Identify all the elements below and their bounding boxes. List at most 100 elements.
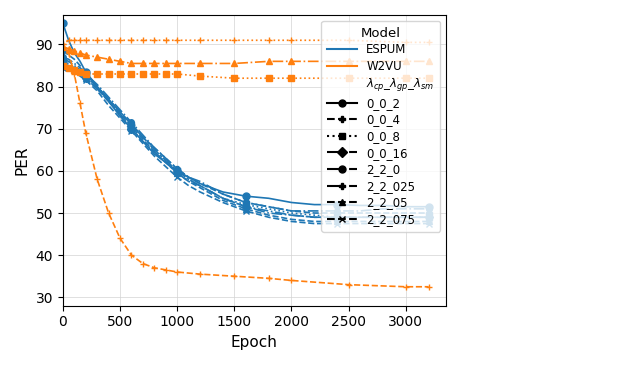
2_2_025: [425, 215, 433, 219]
w2vu_top: [265, 38, 273, 42]
2_2_0: [65, 57, 72, 61]
0_0_8: [59, 59, 67, 64]
2_2_05: [93, 87, 101, 91]
2_2_075: [356, 221, 364, 226]
2_2_025: [116, 110, 124, 114]
0_0_8: [196, 184, 204, 188]
2_2_05: [242, 207, 250, 211]
Line: 0_0_16: 0_0_16: [60, 63, 431, 220]
w2vu_low: [93, 177, 101, 181]
2_2_075: [105, 103, 113, 108]
0_0_2: [59, 21, 67, 26]
w2vu_mid1: [425, 59, 433, 64]
2_2_0: [242, 200, 250, 205]
2_2_025: [76, 68, 84, 72]
0_0_2: [93, 84, 101, 89]
2_2_0: [116, 108, 124, 112]
w2vu_mid1: [76, 51, 84, 55]
0_0_8: [93, 84, 101, 89]
2_2_075: [93, 89, 101, 93]
0_0_2: [162, 160, 170, 165]
w2vu_low: [425, 285, 433, 289]
2_2_025: [139, 135, 147, 139]
w2vu_top: [93, 38, 101, 42]
0_0_4: [185, 175, 193, 180]
w2vu_low: [173, 270, 181, 274]
0_0_8: [379, 215, 387, 219]
2_2_025: [150, 147, 158, 152]
0_0_4: [425, 211, 433, 215]
0_0_4: [310, 211, 318, 215]
w2vu_low: [59, 42, 67, 47]
2_2_0: [93, 82, 101, 87]
0_0_16: [65, 65, 72, 70]
w2vu_low: [162, 268, 170, 272]
2_2_025: [82, 74, 90, 78]
0_0_2: [150, 152, 158, 156]
2_2_0: [196, 179, 204, 184]
0_0_2: [425, 204, 433, 209]
2_2_075: [127, 129, 135, 133]
w2vu_mid1: [105, 57, 113, 61]
0_0_16: [219, 196, 227, 200]
2_2_0: [425, 207, 433, 211]
w2vu_low: [345, 283, 353, 287]
Line: 2_2_075: 2_2_075: [60, 64, 432, 227]
w2vu_low: [82, 131, 90, 135]
2_2_025: [59, 57, 67, 61]
w2vu_mid2: [116, 72, 124, 76]
0_0_4: [59, 49, 67, 53]
w2vu_mid1: [173, 61, 181, 66]
2_2_075: [333, 221, 341, 226]
0_0_4: [219, 192, 227, 196]
0_0_4: [82, 72, 90, 76]
Legend: ESPUM, W2VU, $\lambda_{cp}\_\lambda_{gp}\_\lambda_{sm}$, 0_0_2, 0_0_4, 0_0_8, 0_: ESPUM, W2VU, $\lambda_{cp}\_\lambda_{gp}…: [321, 21, 440, 232]
2_2_025: [127, 122, 135, 127]
2_2_0: [82, 72, 90, 76]
2_2_05: [185, 179, 193, 184]
Line: 2_2_025: 2_2_025: [60, 57, 431, 220]
w2vu_mid2: [82, 72, 90, 76]
Line: 2_2_05: 2_2_05: [60, 61, 431, 224]
w2vu_mid2: [345, 76, 353, 80]
0_0_2: [219, 190, 227, 194]
w2vu_top: [287, 38, 295, 42]
w2vu_top: [425, 40, 433, 45]
2_2_075: [196, 190, 204, 194]
2_2_075: [265, 215, 273, 219]
0_0_4: [333, 211, 341, 215]
0_0_8: [242, 203, 250, 207]
2_2_025: [173, 169, 181, 173]
w2vu_mid1: [82, 53, 90, 57]
w2vu_mid1: [230, 61, 238, 66]
0_0_4: [196, 181, 204, 186]
2_2_0: [150, 146, 158, 150]
2_2_025: [162, 158, 170, 162]
w2vu_mid2: [162, 72, 170, 76]
2_2_075: [310, 221, 318, 226]
0_0_16: [93, 87, 101, 91]
0_0_16: [310, 215, 318, 219]
0_0_8: [333, 215, 341, 219]
0_0_16: [379, 215, 387, 219]
0_0_8: [265, 207, 273, 211]
w2vu_mid1: [59, 45, 67, 49]
2_2_0: [70, 61, 78, 66]
2_2_0: [173, 166, 181, 171]
0_0_4: [93, 84, 101, 89]
w2vu_top: [82, 38, 90, 42]
w2vu_low: [65, 51, 72, 55]
w2vu_mid1: [402, 59, 410, 64]
w2vu_top: [196, 38, 204, 42]
2_2_025: [65, 59, 72, 64]
2_2_05: [379, 219, 387, 224]
w2vu_low: [70, 72, 78, 76]
0_0_8: [162, 158, 170, 162]
2_2_05: [59, 61, 67, 66]
0_0_16: [105, 99, 113, 104]
2_2_025: [265, 211, 273, 215]
w2vu_low: [127, 253, 135, 257]
0_0_8: [150, 147, 158, 152]
w2vu_mid2: [70, 68, 78, 72]
0_0_16: [127, 127, 135, 131]
